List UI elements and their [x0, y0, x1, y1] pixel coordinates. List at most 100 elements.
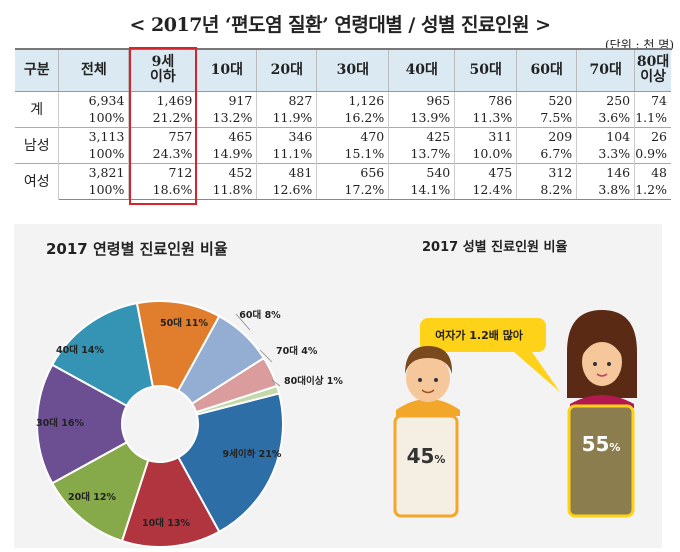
stats-table: 구분 전체 9세 이하 10대 20대 30대 40대 50대 60대 70대 80대 이상 계 6,… — [15, 48, 671, 200]
share-cell: 1.2% — [634, 181, 671, 200]
gender-chart-title: 2017 성별 진료인원 비율 — [422, 240, 568, 255]
pie-slice-label: 30대 16% — [36, 417, 84, 429]
share-cell: 3.3% — [576, 145, 636, 163]
count-cell: 209 — [516, 126, 578, 145]
count-cell: 656 — [316, 162, 390, 181]
table-header-cell: 80대 이상 — [634, 48, 671, 92]
pie-slice-label: 40대 14% — [56, 344, 104, 356]
share-cell: 7.5% — [516, 109, 578, 127]
highlight-box — [129, 47, 197, 205]
share-cell: 18.6% — [128, 181, 198, 200]
pie-slice — [176, 392, 284, 534]
count-cell: 3,113 — [58, 126, 130, 145]
pie-slice-label: 50대 11% — [160, 317, 208, 329]
share-cell: 11.3% — [454, 109, 518, 127]
count-cell: 786 — [454, 91, 518, 109]
share-cell: 10.0% — [454, 145, 518, 163]
girl-figure — [567, 310, 637, 408]
pie-slice-label: 60대 8% — [239, 309, 281, 321]
count-cell: 481 — [256, 162, 318, 181]
table-row: 여성 3,821 712 452 481 656 540 475 312 146 48 — [15, 162, 671, 199]
bubble-annotation: 여자가 1.2배 많아 — [435, 328, 524, 342]
table-header-cell: 50대 — [454, 48, 518, 92]
share-cell: 14.9% — [196, 145, 258, 163]
bar-male — [393, 414, 459, 518]
count-cell: 1,469 — [128, 91, 198, 109]
share-cell: 14.1% — [388, 181, 456, 200]
count-cell: 425 — [388, 126, 456, 145]
pie-slice — [194, 384, 281, 416]
count-cell: 250 — [576, 91, 636, 109]
share-cell: 16.2% — [316, 109, 390, 127]
pie-slice-label: 70대 4% — [276, 345, 318, 357]
share-cell: 100% — [58, 145, 130, 163]
count-cell: 540 — [388, 162, 456, 181]
table-row: 100% 18.6% 11.8% 12.6% 17.2% 14.1% 12.4% 8.2% 3.… — [15, 181, 671, 200]
count-cell: 6,934 — [58, 91, 130, 109]
share-cell: 11.8% — [196, 181, 258, 200]
gender-chart: 여자가 1.2배 많아 45% 55% — [393, 310, 637, 518]
count-cell: 520 — [516, 91, 578, 109]
share-cell: 11.1% — [256, 145, 318, 163]
boy-figure — [396, 346, 460, 416]
value-label-male: 45% — [407, 444, 446, 468]
share-cell: 17.2% — [316, 181, 390, 200]
bar-female — [567, 404, 635, 518]
share-cell: 11.9% — [256, 109, 318, 127]
share-cell: 21.2% — [128, 109, 198, 127]
table-header-cell: 구분 — [15, 48, 60, 92]
table-header-cell: 30대 — [316, 48, 390, 92]
page-title: < 2017년 ‘편도염 질환’ 연령대별 / 성별 진료인원 > — [129, 14, 552, 36]
pie-slice-label: 10대 13% — [142, 517, 190, 529]
table-header-cell: 10대 — [196, 48, 258, 92]
count-cell: 3,821 — [58, 162, 130, 181]
count-cell: 465 — [196, 126, 258, 145]
pie-slice-label: 80대이상 1% — [284, 375, 343, 387]
table-row: 계 6,934 1,469 917 827 1,126 965 786 520 250 74 — [15, 91, 671, 127]
table-header-row: 구분 전체 9세 이하 10대 20대 30대 40대 50대 60대 70대 80대 이상 — [15, 48, 671, 92]
table-row: 남성 3,113 757 465 346 470 425 311 209 104 26 — [15, 126, 671, 163]
pie-slice-label: 9세이하 21% — [223, 448, 282, 460]
count-cell: 346 — [256, 126, 318, 145]
share-cell: 3.6% — [576, 109, 636, 127]
row-label: 계 — [15, 91, 60, 127]
table-header-cell: 20대 — [256, 48, 318, 92]
pie-chart-title: 2017 연령별 진료인원 비율 — [46, 240, 228, 258]
share-cell: 13.7% — [388, 145, 456, 163]
share-cell: 6.7% — [516, 145, 578, 163]
leader-line — [235, 313, 251, 331]
count-cell: 48 — [634, 162, 671, 181]
speech-bubble — [420, 318, 560, 392]
leader-line — [271, 379, 281, 387]
share-cell: 12.4% — [454, 181, 518, 200]
pie-slice-label: 20대 12% — [68, 491, 116, 503]
pie-slice — [50, 302, 155, 408]
table-header-cell: 전체 — [58, 48, 130, 92]
count-cell: 104 — [576, 126, 636, 145]
share-cell: 100% — [58, 109, 130, 127]
count-cell: 312 — [516, 162, 578, 181]
share-cell: 0.9% — [634, 145, 671, 163]
count-cell: 452 — [196, 162, 258, 181]
count-cell: 74 — [634, 91, 671, 109]
count-cell: 470 — [316, 126, 390, 145]
count-cell: 827 — [256, 91, 318, 109]
count-cell: 917 — [196, 91, 258, 109]
share-cell: 13.9% — [388, 109, 456, 127]
count-cell: 475 — [454, 162, 518, 181]
count-cell: 146 — [576, 162, 636, 181]
share-cell: 12.6% — [256, 181, 318, 200]
share-cell: 100% — [58, 181, 130, 200]
table-row: 100% 21.2% 13.2% 11.9% 16.2% 13.9% 11.3% 7.5% 3.… — [15, 109, 671, 127]
share-cell: 1.1% — [634, 109, 671, 127]
table-header-cell: 60대 — [516, 48, 578, 92]
leader-line — [259, 349, 273, 363]
value-label-female: 55% — [582, 432, 621, 456]
count-cell: 311 — [454, 126, 518, 145]
count-cell: 965 — [388, 91, 456, 109]
age-pie-chart: 9세이하 21% 10대 13% 20대 12% 30대 16% 40대 14% 50대 … — [36, 300, 343, 548]
count-cell: 712 — [128, 162, 198, 181]
row-label: 여성 — [15, 162, 60, 199]
pie-slice — [50, 440, 150, 543]
